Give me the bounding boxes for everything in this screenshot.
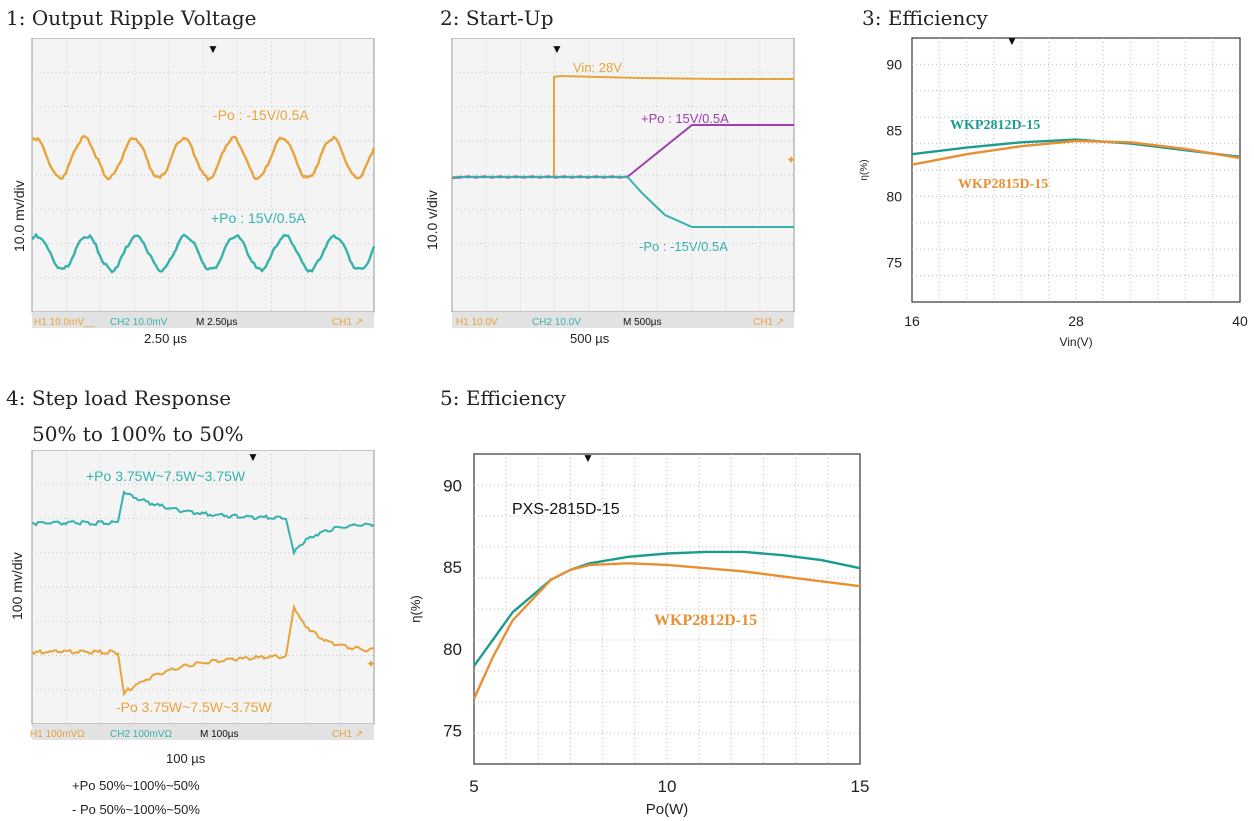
trigger-marker: ▼: [247, 450, 259, 464]
x-axis-label: Po(W): [646, 801, 689, 818]
status-timebase: M 500µs: [623, 317, 662, 328]
x-tick-label: 5: [469, 777, 478, 796]
note-neg: - Po 50%~100%~50%: [72, 802, 200, 817]
status-ch1: H1 10.0V: [456, 317, 498, 328]
ch-marker: ✦: [786, 153, 796, 167]
scope-status-bar: [452, 312, 794, 328]
y-tick-label: 80: [443, 640, 462, 659]
ylabel: 10.0 v/div: [424, 190, 440, 250]
scope-startup: ✦ 10.0 v/div Vin: 28V +Po : 15V/0.5A -Po…: [424, 38, 796, 346]
y-tick-label: 90: [443, 477, 462, 496]
trigger-marker: ▼: [1006, 34, 1018, 48]
note-pos: +Po 50%~100%~50%: [72, 778, 200, 793]
pos-trace-label: +Po : 15V/0.5A: [211, 210, 306, 226]
status-timebase: M 2.50µs: [196, 317, 237, 328]
y-tick-label: 85: [886, 122, 902, 138]
status-trigger: CH1 ↗: [332, 317, 363, 328]
neg-ripple-trace: [31, 134, 376, 182]
status-ch1: H1 100mVΩ: [30, 729, 85, 740]
panel3-title: 3: Efficiency: [862, 6, 988, 30]
trigger-marker: ▼: [207, 42, 219, 56]
pos-step-label: +Po 3.75W~7.5W~3.75W: [86, 468, 246, 484]
neg-output-trace: [451, 175, 794, 228]
series-line: [911, 138, 1241, 158]
x-tick-label: 10: [658, 777, 677, 796]
pos-output-label: +Po : 15V/0.5A: [641, 111, 729, 126]
series-label-orange: WKP2812D-15: [654, 612, 757, 629]
panel5-title: 5: Efficiency: [440, 386, 566, 410]
timebase-caption: 2.50 µs: [144, 331, 187, 346]
status-trigger: CH1 ↗: [753, 317, 784, 328]
status-trigger: CH1 ↗: [332, 729, 363, 740]
pos-step-trace: [31, 490, 375, 557]
neg-trace-label: -Po : -15V/0.5A: [213, 107, 309, 123]
trigger-marker: ▼: [551, 42, 563, 56]
y-tick-label: 80: [886, 188, 902, 204]
panel1-title: 1: Output Ripple Voltage: [6, 6, 257, 30]
y-tick-label: 75: [886, 254, 902, 270]
efficiency-vin-chart: 16 28 40 75 80 85 90 Vin(V) η(%) WKP2812D-15 WKP…: [859, 34, 1248, 349]
status-ch2: CH2 10.0V: [532, 317, 581, 328]
trigger-marker: ▼: [582, 451, 594, 465]
efficiency-po-chart: 5 10 15 75 80 85 90 Po(W) η(%) PXS-2815D-15 WKP2…: [408, 451, 870, 818]
y-tick-label: 90: [886, 56, 902, 72]
vin-label: Vin: 28V: [573, 60, 622, 75]
x-tick-label: 28: [1068, 313, 1084, 329]
neg-step-trace: [31, 603, 375, 697]
y-axis-label: η(%): [859, 159, 870, 180]
x-tick-label: 40: [1232, 313, 1248, 329]
x-tick-label: 16: [904, 313, 920, 329]
y-tick-label: 85: [443, 558, 462, 577]
series-line: [472, 562, 861, 700]
scope-status-bar: [32, 724, 374, 740]
scope-step-load: ✦ 100 mv/div +Po 3.75W~7.5W~3.75W -Po 3.…: [9, 450, 376, 817]
panel4-title: 4: Step load Response: [6, 386, 232, 410]
neg-step-label: -Po 3.75W~7.5W~3.75W: [116, 699, 272, 715]
series-label-teal: WKP2812D-15: [950, 118, 1040, 133]
neg-output-label: -Po : -15V/0.5A: [639, 239, 728, 254]
series-line: [911, 139, 1241, 166]
pos-ripple-trace: [31, 232, 376, 274]
status-ch1: H1 10.0mV__: [34, 317, 96, 328]
panel2-title: 2: Start-Up: [440, 6, 554, 30]
x-axis-label: Vin(V): [1059, 335, 1092, 349]
scope-status-bar: [32, 312, 374, 328]
ylabel: 100 mv/div: [9, 552, 25, 620]
status-timebase: M 100µs: [200, 729, 239, 740]
series-label-teal: PXS-2815D-15: [512, 501, 620, 518]
panel4-subtitle: 50% to 100% to 50%: [32, 422, 244, 446]
timebase-caption: 500 µs: [570, 331, 610, 346]
status-ch2: CH2 100mVΩ: [110, 729, 172, 740]
scope-ripple: 10.0 mv/div -Po : -15V/0.5A +Po : 15V/0.…: [11, 38, 376, 346]
status-ch2: CH2 10.0mV: [110, 317, 168, 328]
x-tick-label: 15: [851, 777, 870, 796]
y-axis-label: η(%): [408, 595, 423, 622]
ch-marker: ✦: [366, 657, 376, 671]
y-tick-label: 75: [443, 721, 462, 740]
series-label-orange: WKP2815D-15: [958, 177, 1048, 192]
timebase-caption: 100 µs: [166, 751, 206, 766]
ylabel: 10.0 mv/div: [11, 180, 27, 252]
